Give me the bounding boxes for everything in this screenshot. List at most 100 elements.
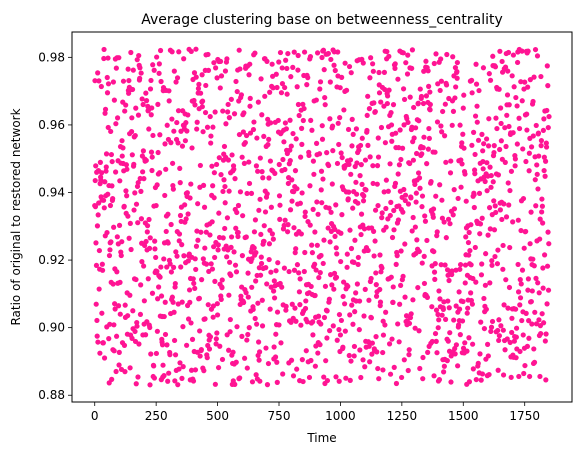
- data-point: [441, 299, 447, 305]
- data-point: [445, 216, 452, 222]
- data-point: [180, 324, 186, 330]
- data-point: [144, 229, 150, 235]
- data-point: [530, 133, 536, 139]
- data-point: [481, 295, 487, 302]
- data-point: [129, 335, 135, 341]
- data-point: [338, 230, 344, 236]
- data-point: [142, 242, 148, 249]
- data-point: [436, 288, 442, 294]
- data-point: [545, 124, 551, 131]
- data-point: [256, 207, 262, 213]
- data-point: [419, 204, 425, 210]
- data-point: [140, 169, 146, 175]
- data-point: [477, 351, 483, 357]
- data-point: [321, 374, 327, 380]
- data-point: [346, 63, 353, 70]
- data-point: [285, 222, 291, 228]
- data-point: [104, 229, 110, 236]
- data-point: [314, 242, 320, 248]
- data-point: [165, 211, 171, 217]
- data-point: [310, 206, 316, 212]
- data-point: [395, 171, 401, 177]
- data-point: [131, 207, 137, 213]
- data-point: [357, 173, 363, 179]
- data-point: [438, 56, 444, 62]
- data-point: [442, 316, 449, 323]
- data-point: [472, 244, 478, 251]
- data-point: [212, 381, 218, 387]
- data-point: [170, 186, 176, 192]
- data-point: [151, 375, 158, 381]
- data-point: [256, 349, 263, 355]
- data-point: [372, 238, 378, 244]
- data-point: [285, 229, 291, 235]
- data-point: [175, 108, 182, 114]
- data-point: [413, 190, 419, 196]
- data-point: [432, 261, 438, 267]
- data-point: [266, 241, 273, 247]
- x-axis-ticks: 0 250 500 750 1000 1250 1500 1750: [91, 402, 540, 423]
- data-point: [382, 86, 388, 93]
- data-point: [219, 277, 225, 283]
- data-point: [492, 253, 498, 260]
- data-point: [176, 231, 183, 237]
- data-point: [333, 245, 339, 251]
- data-point: [282, 166, 288, 173]
- data-point: [152, 238, 158, 244]
- data-point: [110, 79, 116, 85]
- data-point: [283, 307, 289, 313]
- data-point: [479, 215, 485, 221]
- data-point: [149, 290, 156, 296]
- data-point: [348, 245, 355, 252]
- data-point: [149, 105, 155, 111]
- data-point: [246, 180, 253, 187]
- data-point: [245, 270, 251, 276]
- data-point: [466, 379, 473, 385]
- data-point: [259, 323, 266, 329]
- data-point: [443, 159, 449, 165]
- data-point: [269, 61, 275, 67]
- data-point: [476, 87, 482, 94]
- data-point: [531, 74, 537, 80]
- data-point: [103, 151, 110, 157]
- data-point: [258, 231, 264, 238]
- y-tick-label: 0.98: [38, 50, 65, 64]
- data-point: [221, 177, 227, 183]
- data-point: [387, 161, 393, 167]
- data-point: [526, 150, 532, 156]
- data-point: [528, 209, 534, 215]
- data-point: [441, 369, 447, 375]
- data-point: [510, 130, 516, 136]
- data-point: [346, 352, 352, 359]
- data-point: [159, 342, 166, 348]
- data-point: [113, 65, 119, 71]
- data-point: [105, 55, 111, 61]
- data-point: [146, 216, 152, 223]
- data-point: [156, 70, 162, 76]
- data-point: [304, 82, 310, 88]
- data-point: [392, 180, 399, 186]
- data-point: [506, 284, 513, 291]
- data-point: [174, 119, 180, 126]
- data-point: [524, 111, 530, 117]
- data-point: [203, 82, 209, 89]
- data-point: [370, 180, 376, 187]
- data-point: [328, 209, 334, 215]
- data-point: [497, 207, 503, 213]
- data-point: [132, 132, 138, 139]
- data-point: [110, 281, 116, 287]
- data-point: [122, 369, 128, 375]
- data-point: [532, 309, 538, 315]
- data-point: [536, 153, 542, 159]
- data-point: [496, 86, 502, 92]
- data-point: [132, 190, 138, 196]
- data-point: [356, 327, 362, 333]
- data-point: [261, 238, 267, 244]
- data-point: [416, 328, 422, 334]
- data-point: [529, 288, 535, 294]
- data-point: [328, 272, 334, 278]
- data-point: [366, 106, 373, 112]
- x-tick-label: 0: [91, 409, 99, 423]
- data-point: [126, 235, 132, 241]
- data-point: [98, 177, 104, 183]
